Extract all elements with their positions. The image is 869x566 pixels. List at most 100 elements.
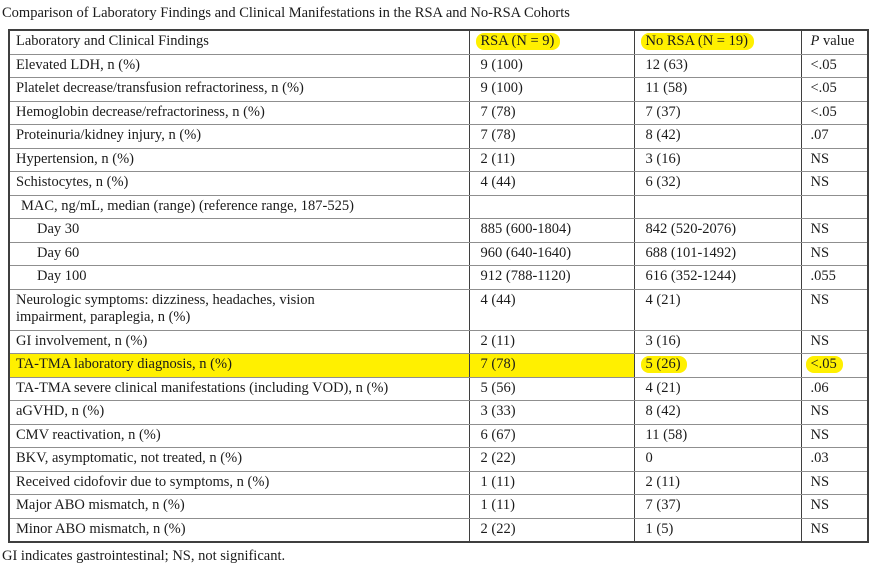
cell-rsa: 1 (11) [468,470,635,495]
cell-norsa: 688 (101-1492) [633,241,802,266]
cell-rsa: 9 (100) [468,77,635,102]
cell-finding: Elevated LDH, n (%) [8,53,470,78]
cell-pvalue: <.05 [800,353,869,378]
cell-finding: Received cidofovir due to symptoms, n (%… [8,470,470,495]
table-row: CMV reactivation, n (%) 6 (67) 11 (58) NS [8,423,869,448]
cell-pvalue: NS [800,288,869,331]
header-col-findings: Laboratory and Clinical Findings [8,29,470,55]
cell-pvalue: .03 [800,447,869,472]
cell-rsa: 4 (44) [468,288,635,331]
table-row: GI involvement, n (%) 2 (11) 3 (16) NS [8,329,869,354]
cell-finding: Hypertension, n (%) [8,147,470,172]
cell-norsa: 7 (37) [633,494,802,519]
cell-pvalue: NS [800,329,869,354]
cell-finding: Day 60 [8,241,470,266]
cell-pvalue: NS [800,400,869,425]
cell-finding: MAC, ng/mL, median (range) (reference ra… [8,194,470,219]
highlight-marker: No RSA (N = 19) [640,33,754,50]
cell-pvalue: NS [800,218,869,243]
cell-finding: Neurologic symptoms: dizziness, headache… [8,288,470,331]
cell-norsa: 1 (5) [633,517,802,543]
cell-pvalue: <.05 [800,100,869,125]
header-col-norsa: No RSA (N = 19) [633,29,802,55]
cell-norsa: 8 (42) [633,124,802,149]
cell-pvalue: NS [800,517,869,543]
table-row: Hypertension, n (%) 2 (11) 3 (16) NS [8,147,869,172]
cell-rsa: 3 (33) [468,400,635,425]
cell-norsa: 0 [633,447,802,472]
header-col-norsa-label: No RSA (N = 19) [645,33,748,49]
cell-rsa: 885 (600-1804) [468,218,635,243]
cell-finding: aGVHD, n (%) [8,400,470,425]
cell-pvalue: NS [800,423,869,448]
cell-pvalue: NS [800,470,869,495]
cell-rsa: 5 (56) [468,376,635,401]
page-title: Comparison of Laboratory Findings and Cl… [2,5,570,21]
table-row: Elevated LDH, n (%) 9 (100) 12 (63) <.05 [8,53,869,78]
table-row: TA-TMA severe clinical manifestations (i… [8,376,869,401]
cell-norsa: 616 (352-1244) [633,265,802,290]
cell-finding: Schistocytes, n (%) [8,171,470,196]
cell-norsa: 7 (37) [633,100,802,125]
cell-rsa: 6 (67) [468,423,635,448]
cell-finding: TA-TMA severe clinical manifestations (i… [8,376,470,401]
table-row: Minor ABO mismatch, n (%) 2 (22) 1 (5) NS [8,517,869,543]
table-row: Neurologic symptoms: dizziness, headache… [8,288,869,331]
table-row: Hemoglobin decrease/refractoriness, n (%… [8,100,869,125]
table-row: Day 30 885 (600-1804) 842 (520-2076) NS [8,218,869,243]
cell-norsa: 4 (21) [633,376,802,401]
cell-rsa: 912 (788-1120) [468,265,635,290]
cell-rsa: 7 (78) [468,353,635,378]
table-row: BKV, asymptomatic, not treated, n (%) 2 (… [8,447,869,472]
cell-finding-line2: impairment, paraplegia, n (%) [16,309,191,325]
cell-norsa: 11 (58) [633,77,802,102]
highlight-marker: 5 (26) [640,356,687,373]
cell-pvalue: .06 [800,376,869,401]
findings-table: Laboratory and Clinical Findings RSA (N … [8,29,869,543]
cell-finding: GI involvement, n (%) [8,329,470,354]
cell-norsa: 3 (16) [633,329,802,354]
cell-rsa: 4 (44) [468,171,635,196]
cell-norsa: 12 (63) [633,53,802,78]
cell-pvalue: .07 [800,124,869,149]
cell-finding: Minor ABO mismatch, n (%) [8,517,470,543]
cell-rsa: 7 (78) [468,100,635,125]
cell-finding: CMV reactivation, n (%) [8,423,470,448]
table-row: Major ABO mismatch, n (%) 1 (11) 7 (37) NS [8,494,869,519]
cell-finding: Hemoglobin decrease/refractoriness, n (%… [8,100,470,125]
table-row: MAC, ng/mL, median (range) (reference ra… [8,194,869,219]
table-row: Day 60 960 (640-1640) 688 (101-1492) NS [8,241,869,266]
cell-pvalue: NS [800,494,869,519]
cell-norsa: 3 (16) [633,147,802,172]
highlight-marker: <.05 [805,356,843,373]
cell-pvalue [800,194,869,219]
table-row: Day 100 912 (788-1120) 616 (352-1244) .055 [8,265,869,290]
cell-pvalue: NS [800,171,869,196]
cell-norsa: 2 (11) [633,470,802,495]
cell-finding-line1: Neurologic symptoms: dizziness, headache… [16,291,315,308]
cell-finding: Day 100 [8,265,470,290]
cell-norsa: 6 (32) [633,171,802,196]
cell-rsa: 2 (22) [468,447,635,472]
cell-rsa: 9 (100) [468,53,635,78]
table-row: aGVHD, n (%) 3 (33) 8 (42) NS [8,400,869,425]
cell-finding: BKV, asymptomatic, not treated, n (%) [8,447,470,472]
cell-pvalue: <.05 [800,53,869,78]
table-row: Platelet decrease/transfusion refractori… [8,77,869,102]
cell-rsa: 960 (640-1640) [468,241,635,266]
cell-rsa [468,194,635,219]
table-row: Schistocytes, n (%) 4 (44) 6 (32) NS [8,171,869,196]
table-body: Elevated LDH, n (%) 9 (100) 12 (63) <.05 Pla… [8,53,869,543]
cell-rsa: 2 (11) [468,147,635,172]
table-row: Received cidofovir due to symptoms, n (%… [8,470,869,495]
header-col-rsa: RSA (N = 9) [468,29,635,55]
table-footnote: GI indicates gastrointestinal; NS, not s… [2,548,286,564]
cell-norsa [633,194,802,219]
header-col-rsa-label: RSA (N = 9) [480,33,555,49]
cell-pvalue: NS [800,241,869,266]
cell-finding: TA-TMA laboratory diagnosis, n (%) [8,353,470,378]
cell-norsa: 8 (42) [633,400,802,425]
cell-pvalue: .055 [800,265,869,290]
cell-rsa: 7 (78) [468,124,635,149]
